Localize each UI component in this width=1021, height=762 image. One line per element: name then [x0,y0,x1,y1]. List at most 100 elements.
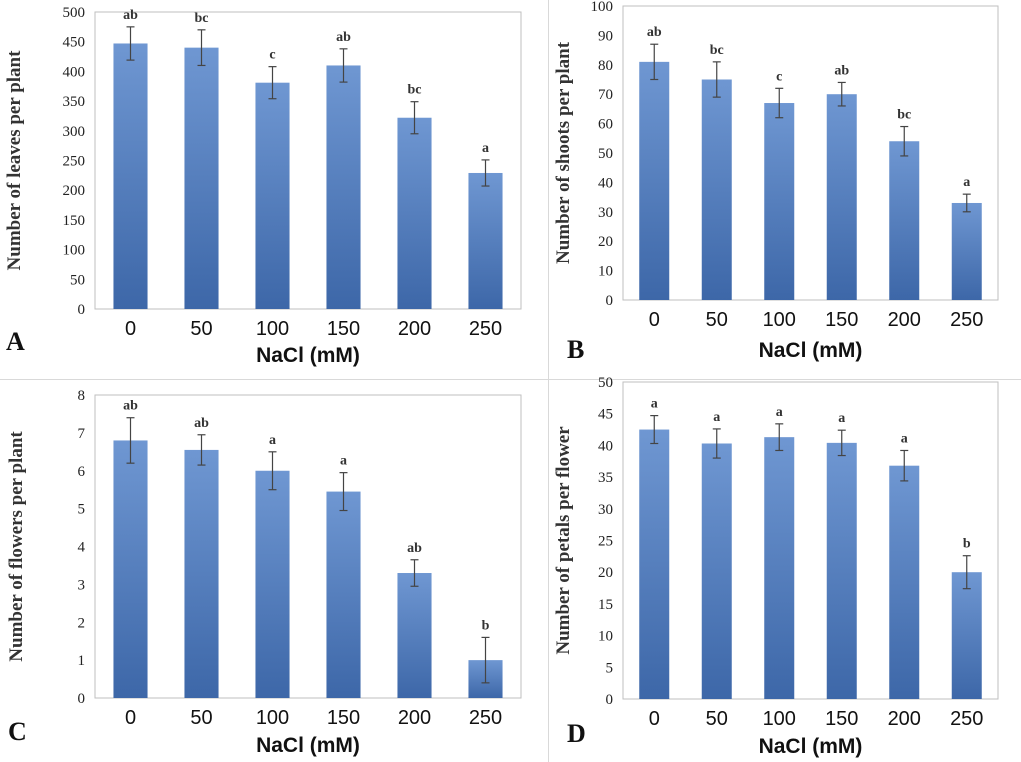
bar [397,117,432,310]
bar [701,79,732,300]
y-tick-label: 50 [598,146,613,162]
y-tick-label: 20 [598,234,613,250]
error-bar [339,48,348,83]
error-bar [410,559,419,587]
y-tick-label: 90 [598,28,613,44]
bar [184,47,219,309]
panel-letter: B [567,335,584,364]
x-tick-label: 200 [398,707,431,729]
panel-letter: D [567,719,586,748]
y-tick-label: 0 [606,692,614,708]
y-tick-label: 25 [598,534,613,550]
x-tick-label: 200 [398,318,431,340]
bar [397,573,432,698]
significance-label: ab [123,8,138,23]
x-tick-label: 100 [256,318,289,340]
y-tick-label: 3 [78,577,86,593]
x-tick-label: 250 [950,309,983,331]
significance-label: a [713,410,720,425]
error-bar [900,125,909,157]
bar [889,465,920,699]
y-tick-label: 35 [598,470,613,486]
error-bar [197,29,206,67]
significance-label: a [269,433,276,448]
y-tick-label: 7 [78,426,86,442]
x-tick-label: 150 [327,318,360,340]
y-tick-label: 450 [63,35,86,51]
significance-label: a [340,454,347,469]
y-tick-label: 8 [78,388,86,404]
significance-label: a [963,175,970,190]
y-tick-label: 150 [63,213,86,229]
x-tick-label: 100 [763,708,796,730]
y-tick-label: 6 [78,464,86,480]
y-tick-label: 30 [598,502,613,518]
significance-label: ab [834,63,849,78]
bar [889,141,920,300]
y-tick-label: 200 [63,183,86,199]
y-tick-label: 400 [63,64,86,80]
significance-label: bc [897,108,911,123]
y-tick-label: 500 [63,5,86,21]
bar [701,443,732,699]
y-tick-label: 60 [598,117,613,133]
significance-label: ab [194,416,209,431]
y-tick-label: 10 [598,264,613,280]
y-tick-label: 10 [598,629,613,645]
error-bar [962,555,971,590]
bar [113,440,148,698]
significance-label: ab [407,541,422,556]
y-tick-label: 5 [78,502,86,518]
chart-panel-b: 0 10 20 30 40 50 60 70 80 90 100 ab 0 bc 50 c 100 ab 150 bc… [553,0,999,364]
y-tick-label: 30 [598,205,613,221]
significance-label: b [963,537,971,552]
bar [951,572,982,699]
y-tick-label: 40 [598,438,613,454]
y-tick-label: 0 [606,293,614,309]
x-tick-label: 0 [125,318,136,340]
y-axis-title: Number of petals per flower [553,426,574,655]
x-tick-label: 150 [327,707,360,729]
y-axis-title: Number of leaves per plant [4,50,25,271]
significance-label: b [482,618,490,633]
chart-panel-d: 0 5 10 15 20 25 30 35 40 45 50 a 0 a 50 a 100 a 150 a 200 b 25… [553,375,999,758]
error-bar [268,451,277,491]
x-tick-label: 50 [190,318,212,340]
x-tick-label: 200 [888,708,921,730]
error-bar [775,87,784,119]
chart-panel-a: 0 50 100 150 200 250 300 350 400 450 500 ab 0 bc 50 c 10… [4,5,522,367]
y-tick-label: 50 [70,272,85,288]
bar [468,172,503,309]
x-tick-label: 0 [649,309,660,331]
y-tick-label: 5 [606,660,614,676]
chart-panel-c: 0 1 2 3 4 5 6 7 8 ab 0 ab 50 a 100 a 150 ab 200 b 250 NaCl (m… [6,388,522,757]
significance-label: bc [710,43,724,58]
significance-label: ab [647,25,662,40]
y-tick-label: 50 [598,375,613,391]
bar [764,437,795,699]
bar [184,449,219,698]
bar [255,82,290,309]
x-tick-label: 200 [888,309,921,331]
plot-area [622,381,999,700]
x-tick-label: 0 [649,708,660,730]
x-tick-label: 250 [950,708,983,730]
y-tick-label: 0 [78,302,86,318]
y-tick-label: 2 [78,615,86,631]
error-bar [126,417,135,464]
x-tick-label: 250 [469,318,502,340]
error-bar [650,415,659,445]
horizontal-divider [0,379,1021,380]
significance-label: c [776,69,782,84]
error-bar [775,423,784,452]
error-bar [481,159,490,187]
x-axis-title: NaCl (mM) [256,734,360,757]
panel-letter: C [8,717,27,746]
significance-label: a [838,411,845,426]
error-bar [962,193,971,213]
significance-label: c [269,48,275,63]
y-tick-label: 70 [598,87,613,103]
y-tick-label: 250 [63,154,86,170]
error-bar [410,101,419,135]
significance-label: bc [408,83,422,98]
